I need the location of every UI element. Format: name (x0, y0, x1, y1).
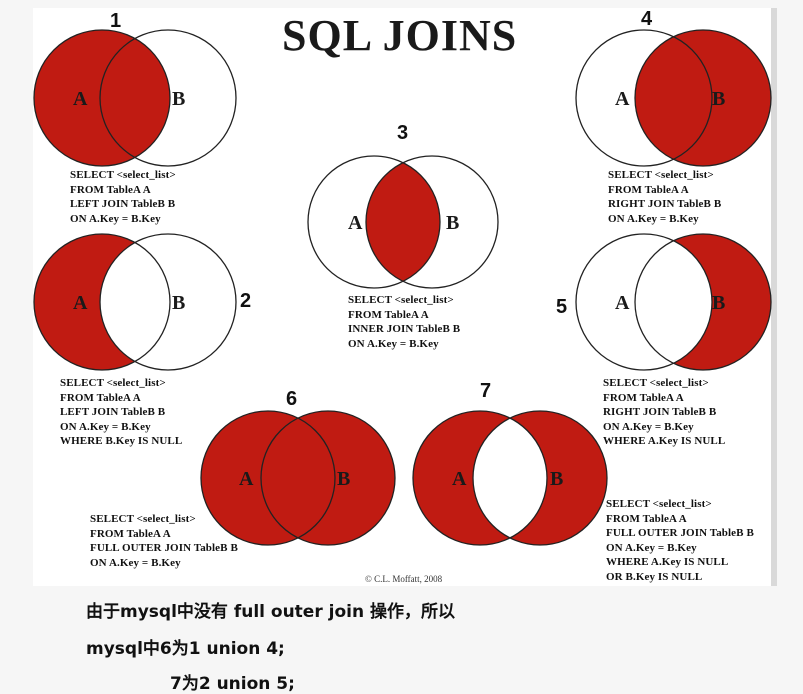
label-a: A (348, 212, 363, 234)
sql-line: LEFT JOIN TableB B (70, 198, 176, 210)
circle-b-outline (99, 233, 237, 371)
venn-diagram-1 (33, 29, 237, 167)
label-a: A (452, 468, 467, 490)
sql-block-4: SELECT <select_list> FROM TableA A RIGHT… (608, 168, 721, 226)
circle-b-outline (634, 233, 772, 371)
note-line-3: 7为2 union 5; (170, 674, 295, 694)
label-b: B (550, 468, 563, 490)
venn-diagram-4 (575, 29, 772, 167)
sql-line: WHERE B.Key IS NULL (60, 435, 183, 447)
poster-title: SQL JOINS (282, 11, 518, 60)
sql-line: FROM TableA A (603, 391, 684, 404)
venn-diagram-7 (412, 410, 608, 546)
sql-block-1: SELECT <select_list> FROM TableA A LEFT … (70, 168, 176, 226)
sql-line: SELECT <select_list> (606, 498, 712, 510)
overlap-blank (473, 411, 547, 545)
label-b: B (337, 468, 350, 490)
sql-line: FULL OUTER JOIN TableB B (90, 542, 238, 554)
sql-line: SELECT <select_list> (70, 169, 176, 181)
sql-line: SELECT <select_list> (60, 377, 166, 389)
overlap-blank (635, 234, 712, 370)
circle-a-outline (200, 410, 336, 546)
label-b: B (712, 292, 725, 314)
sql-line: ON A.Key = B.Key (348, 337, 439, 350)
label-a: A (73, 292, 88, 314)
sql-line: SELECT <select_list> (348, 294, 454, 306)
poster-edge (771, 8, 777, 586)
label-b: B (712, 88, 725, 110)
sql-line: SELECT <select_list> (603, 377, 709, 389)
sql-line: SELECT <select_list> (608, 169, 714, 181)
sql-line: INNER JOIN TableB B (348, 323, 461, 335)
sql-line: FROM TableA A (606, 512, 687, 525)
sql-line: ON A.Key = B.Key (608, 212, 699, 225)
circle-a-outline (33, 29, 171, 167)
label-a: A (615, 292, 630, 314)
venn-diagram-6 (200, 410, 396, 546)
sql-block-5: SELECT <select_list> FROM TableA A RIGHT… (603, 376, 725, 449)
sql-line: ON A.Key = B.Key (606, 541, 697, 554)
diagram-number-4: 4 (641, 8, 653, 30)
label-a: A (239, 468, 254, 490)
sql-block-7: SELECT <select_list> FROM TableA A FULL … (606, 497, 754, 584)
diagram-number-2: 2 (240, 290, 252, 312)
diagram-number-1: 1 (110, 10, 122, 32)
note-line-2: mysql中6为1 union 4; (86, 639, 285, 659)
label-a: A (615, 88, 630, 110)
sql-line: ON A.Key = B.Key (60, 420, 151, 433)
sql-line: ON A.Key = B.Key (90, 556, 181, 569)
sql-line: FROM TableA A (608, 183, 689, 196)
sql-line: ON A.Key = B.Key (603, 420, 694, 433)
sql-line: RIGHT JOIN TableB B (608, 198, 722, 210)
circle-b-outline (99, 29, 237, 167)
sql-line: FROM TableA A (60, 391, 141, 404)
circle-b-fill (261, 411, 395, 545)
circle-a-outline (33, 233, 171, 371)
sql-line: FROM TableA A (90, 527, 171, 540)
sql-line: ON A.Key = B.Key (70, 212, 161, 225)
overlap-fill (366, 156, 440, 288)
sql-line: FULL OUTER JOIN TableB B (606, 527, 754, 539)
circle-b-outline (472, 410, 608, 546)
note-line-1: 由于mysql中没有 full outer join 操作，所以 (86, 602, 455, 622)
label-a: A (73, 88, 88, 110)
sql-line: LEFT JOIN TableB B (60, 406, 166, 418)
sql-block-6: SELECT <select_list> FROM TableA A FULL … (90, 512, 238, 570)
sql-line: RIGHT JOIN TableB B (603, 406, 717, 418)
sql-line: OR B.Key IS NULL (606, 570, 703, 583)
circle-a-outline (412, 410, 548, 546)
sql-line: WHERE A.Key IS NULL (606, 556, 729, 568)
circle-a-outline (575, 233, 713, 371)
circle-a-fill (34, 30, 170, 166)
circle-b-outline (260, 410, 396, 546)
venn-diagram-2 (33, 233, 237, 371)
sql-line: WHERE A.Key IS NULL (603, 435, 726, 447)
sql-line: FROM TableA A (348, 308, 429, 321)
venn-diagram-5 (575, 233, 772, 371)
overlap-blank (100, 234, 170, 370)
copyright-notice: © C.L. Moffatt, 2008 (365, 574, 443, 584)
sql-block-2: SELECT <select_list> FROM TableA A LEFT … (60, 376, 182, 449)
circle-b-fill (635, 30, 771, 166)
venn-diagram-3 (307, 155, 499, 289)
label-b: B (446, 212, 459, 234)
circle-a-outline (307, 155, 441, 289)
circle-a-outline (575, 29, 713, 167)
sql-line: SELECT <select_list> (90, 513, 196, 525)
diagram-number-3: 3 (397, 122, 409, 144)
circle-b-outline (365, 155, 499, 289)
diagram-number-6: 6 (286, 388, 298, 410)
circle-b-outline (634, 29, 772, 167)
label-b: B (172, 292, 185, 314)
diagram-number-7: 7 (480, 380, 492, 402)
diagram-number-5: 5 (556, 296, 568, 318)
label-b: B (172, 88, 185, 110)
sql-line: FROM TableA A (70, 183, 151, 196)
sql-block-3: SELECT <select_list> FROM TableA A INNER… (348, 293, 460, 351)
